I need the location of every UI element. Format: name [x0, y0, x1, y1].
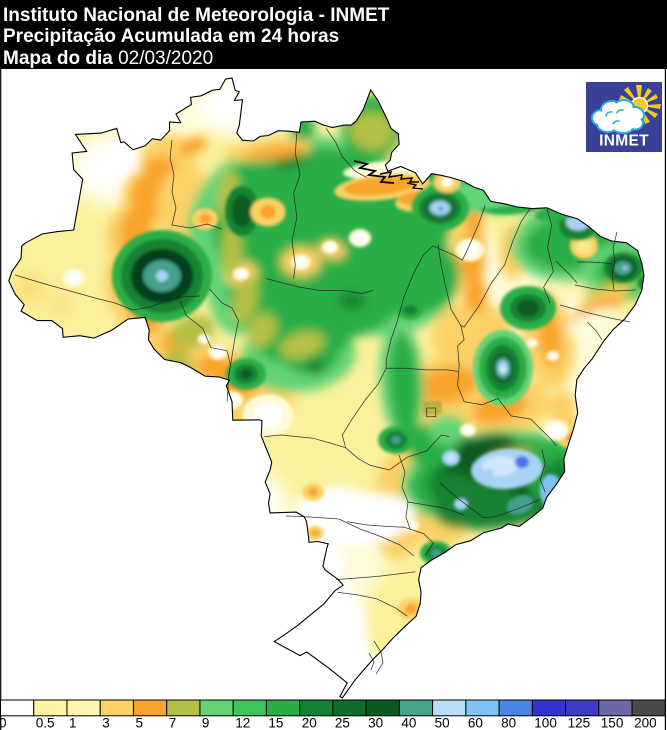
svg-text:40: 40: [401, 716, 416, 730]
svg-text:60: 60: [468, 716, 483, 730]
svg-text:150: 150: [601, 716, 624, 730]
svg-text:100: 100: [534, 716, 557, 730]
svg-text:30: 30: [368, 716, 383, 730]
svg-text:0.5: 0.5: [36, 716, 55, 730]
svg-text:125: 125: [568, 716, 591, 730]
svg-text:200: 200: [634, 716, 657, 730]
svg-text:INMET: INMET: [599, 133, 649, 150]
svg-text:7: 7: [169, 716, 177, 730]
svg-text:5: 5: [136, 716, 144, 730]
svg-text:12: 12: [235, 716, 250, 730]
svg-text:50: 50: [435, 716, 450, 730]
svg-text:25: 25: [335, 716, 350, 730]
svg-text:1: 1: [69, 716, 77, 730]
svg-text:0: 0: [0, 716, 7, 730]
svg-text:15: 15: [268, 716, 283, 730]
svg-text:3: 3: [102, 716, 110, 730]
svg-text:9: 9: [202, 716, 210, 730]
svg-text:20: 20: [302, 716, 317, 730]
svg-text:80: 80: [501, 716, 516, 730]
